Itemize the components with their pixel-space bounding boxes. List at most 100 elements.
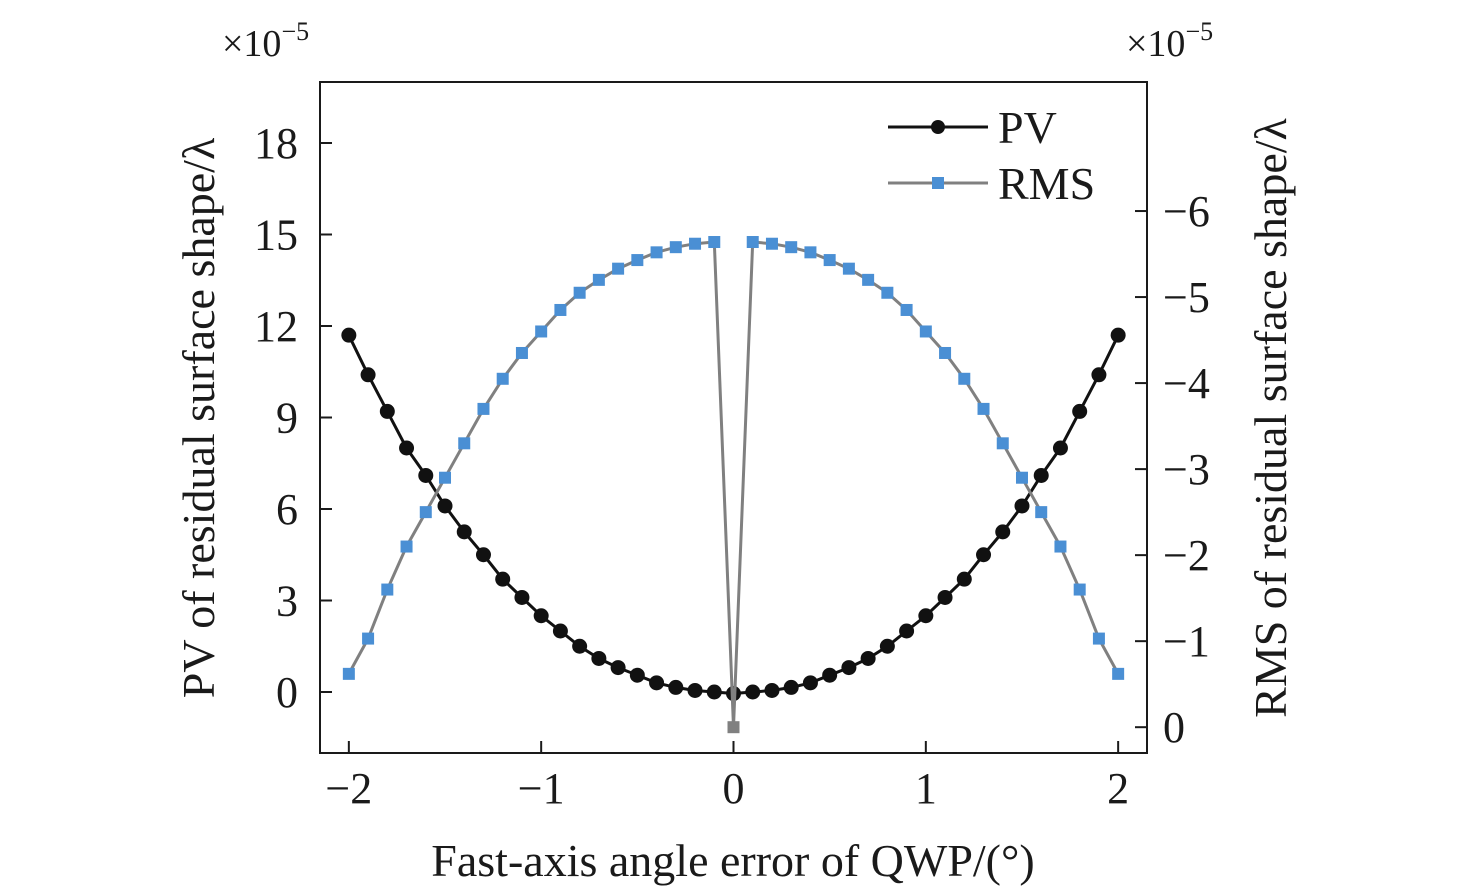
data-point-pv [918, 608, 934, 624]
left-y-tick-label: 3 [276, 577, 298, 626]
right-y-tick-label: −5 [1163, 273, 1210, 322]
data-point-rms [881, 286, 894, 299]
legend-label-rms: RMS [998, 158, 1095, 209]
data-point-rms [496, 372, 509, 385]
right-y-tick-label: −3 [1163, 445, 1210, 494]
data-point-rms [477, 402, 490, 415]
right-y-axis-ticks: 0 −1 −2 −3 −4 −5 −6 [1135, 187, 1210, 752]
left-y-tick-label: 0 [276, 668, 298, 717]
right-multiplier-base: ×10 [1126, 23, 1185, 65]
series-layer [341, 236, 1126, 734]
data-point-rms [419, 506, 432, 519]
data-point-rms [1073, 583, 1086, 596]
x-tick-label: 0 [723, 764, 745, 813]
data-point-pv [802, 675, 818, 691]
left-multiplier: ×10−5 [222, 17, 309, 65]
right-y-tick-label: −6 [1163, 187, 1210, 236]
data-point-pv [437, 498, 453, 514]
left-multiplier-base: ×10 [222, 23, 281, 65]
series-line-pv [347, 334, 1120, 695]
left-multiplier-exponent: −5 [281, 17, 309, 46]
left-y-tick-label: 18 [254, 119, 298, 168]
data-point-rms [573, 286, 586, 299]
x-axis-ticks: −2 −1 0 1 2 [325, 741, 1129, 813]
data-point-pv [783, 679, 799, 695]
data-point-rms [592, 273, 605, 286]
data-point-pv [687, 682, 703, 698]
data-point-rms [842, 262, 855, 275]
data-point-rms [342, 667, 355, 680]
data-point-rms [554, 303, 567, 316]
data-point-pv [360, 367, 376, 383]
data-point-pv [1091, 367, 1107, 383]
data-point-rms [708, 236, 721, 249]
legend-item-pv: PV [888, 102, 1057, 153]
data-point-pv [1072, 403, 1088, 419]
data-point-rms [669, 241, 682, 254]
left-y-tick-label: 15 [254, 211, 298, 260]
data-point-rms [996, 437, 1009, 450]
series-line-rms [347, 240, 1120, 729]
data-point-pv [822, 667, 838, 683]
data-point-rms [1035, 506, 1048, 519]
data-point-pv [860, 650, 876, 666]
data-point-rms [1054, 540, 1067, 553]
x-tick-label: 1 [915, 764, 937, 813]
left-y-tick-label: 12 [254, 302, 298, 351]
x-tick-label: −2 [325, 764, 372, 813]
data-point-pv [533, 608, 549, 624]
data-point-pv [706, 684, 722, 700]
data-point-rms [362, 632, 375, 645]
data-point-pv [1033, 467, 1049, 483]
left-y-tick-label: 9 [276, 394, 298, 443]
data-point-rms [727, 721, 740, 734]
data-point-rms [612, 262, 625, 275]
data-point-rms [977, 402, 990, 415]
data-point-pv [456, 524, 472, 540]
data-point-pv [418, 467, 434, 483]
data-point-rms [958, 372, 971, 385]
data-point-pv [976, 547, 992, 563]
right-multiplier-exponent: −5 [1185, 17, 1213, 46]
data-point-rms [919, 325, 932, 338]
data-point-rms [939, 346, 952, 359]
data-point-pv [572, 638, 588, 654]
data-point-rms [400, 540, 413, 553]
data-point-rms [804, 246, 817, 259]
data-point-pv [956, 571, 972, 587]
data-point-rms [1112, 667, 1125, 680]
x-axis-label: Fast-axis angle error of QWP/(°) [431, 835, 1034, 886]
left-y-tick-label: 6 [276, 485, 298, 534]
data-point-rms [1015, 471, 1028, 484]
data-point-rms [515, 346, 528, 359]
data-point-pv [1014, 498, 1030, 514]
data-point-rms [631, 254, 644, 267]
legend: PV RMS [888, 102, 1095, 209]
data-point-pv [552, 623, 568, 639]
data-point-rms [765, 237, 778, 250]
data-point-pv [668, 679, 684, 695]
data-point-pv [1110, 327, 1126, 343]
data-point-pv [341, 327, 357, 343]
data-point-pv [514, 589, 530, 605]
data-point-pv [610, 660, 626, 676]
right-y-axis-label: RMS of residual surface shape/λ [1245, 117, 1296, 717]
left-y-axis-ticks: 0 3 6 9 12 15 18 [254, 119, 332, 717]
data-point-pv [399, 440, 415, 456]
data-point-rms [1092, 632, 1105, 645]
data-point-pv [629, 667, 645, 683]
data-point-rms [746, 236, 759, 249]
data-point-pv [879, 638, 895, 654]
data-point-rms [439, 471, 452, 484]
data-point-pv [937, 589, 953, 605]
x-tick-label: 2 [1107, 764, 1129, 813]
data-point-rms [823, 254, 836, 267]
left-y-axis-label: PV of residual surface shape/λ [173, 137, 224, 698]
right-y-tick-label: 0 [1163, 703, 1185, 752]
data-point-rms [650, 246, 663, 259]
right-y-tick-label: −1 [1163, 617, 1210, 666]
data-point-rms [900, 303, 913, 316]
data-point-rms [458, 437, 471, 450]
x-tick-label: −1 [518, 764, 565, 813]
